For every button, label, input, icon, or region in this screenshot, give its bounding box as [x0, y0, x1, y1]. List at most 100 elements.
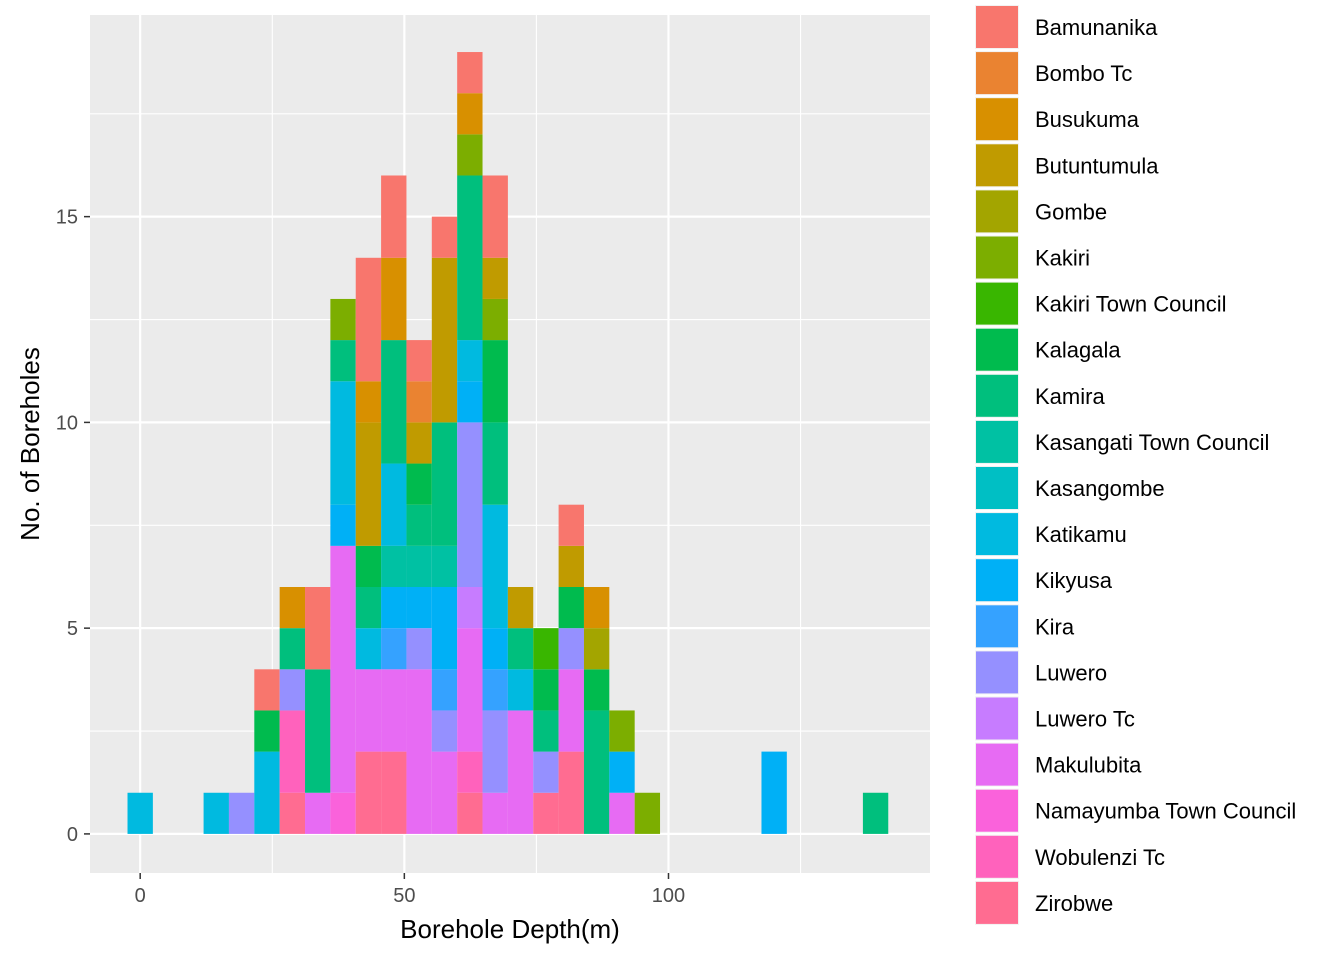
bar-segment [609, 792, 635, 834]
bar-segment [330, 340, 356, 382]
bar-segment [305, 669, 331, 793]
legend-key [976, 605, 1018, 648]
bar-segment [381, 463, 407, 546]
bar-segment [254, 710, 280, 752]
bar-segment [457, 52, 483, 94]
bar-segment [482, 669, 508, 711]
bar-segment [406, 381, 432, 423]
bar-segment [381, 587, 407, 629]
histogram-bars [127, 52, 889, 834]
bar-segment [482, 298, 508, 341]
legend-key [976, 651, 1018, 694]
bar-segment [330, 381, 356, 505]
legend-key [976, 881, 1018, 924]
legend-key [976, 789, 1018, 832]
bar-segment [558, 545, 584, 587]
bar-segment [482, 175, 508, 258]
legend-key [976, 467, 1018, 509]
bar-segment [634, 792, 661, 834]
legend-key [976, 236, 1018, 279]
bar-segment [355, 381, 382, 423]
legend-label: Kasangombe [1035, 476, 1165, 501]
bar-segment [431, 669, 458, 711]
legend-label: Bombo Tc [1035, 61, 1132, 86]
bar-segment [254, 751, 280, 834]
bar-segment [305, 792, 331, 834]
bar-segment [127, 792, 153, 834]
bar-segment [431, 751, 458, 834]
bar-segment [457, 422, 483, 587]
bar-segment [761, 751, 787, 834]
legend-label: Kalagala [1035, 338, 1121, 363]
bar-segment [406, 669, 432, 834]
bar-segment [558, 628, 584, 670]
bar-segment [381, 545, 407, 587]
bar-segment [406, 340, 432, 382]
bar-segment [330, 504, 356, 546]
bar-segment [279, 710, 306, 793]
bar-segment [431, 422, 458, 546]
legend-key [976, 52, 1018, 95]
bar-segment [583, 587, 610, 629]
bar-segment [381, 340, 407, 464]
bar-segment [533, 669, 559, 711]
legend-key [976, 420, 1018, 463]
bar-segment [609, 751, 635, 793]
bar-segment [355, 422, 382, 546]
bar-segment [279, 628, 306, 670]
bar-segment [457, 93, 483, 135]
bar-segment [406, 545, 432, 587]
legend-label: Kakiri Town Council [1035, 292, 1227, 317]
legend-key [976, 282, 1018, 325]
bar-segment [482, 628, 508, 670]
bar-segment [457, 134, 483, 176]
bar-segment [381, 751, 407, 834]
legend-key [976, 835, 1018, 878]
bar-segment [431, 587, 458, 670]
legend-label: Gombe [1035, 199, 1107, 224]
bar-segment [457, 340, 483, 382]
bar-segment [482, 257, 508, 299]
bar-segment [279, 587, 306, 629]
legend-label: Luwero Tc [1035, 707, 1135, 732]
bar-segment [583, 710, 610, 834]
bar-segment [583, 628, 610, 670]
x-tick-label: 100 [652, 885, 685, 907]
bar-segment [406, 628, 432, 670]
bar-segment [279, 669, 306, 711]
legend-key [976, 6, 1018, 48]
legend-label: Kikyusa [1035, 568, 1113, 593]
legend-label: Kira [1035, 614, 1075, 639]
bar-segment [507, 587, 534, 629]
bar-segment [254, 669, 280, 711]
bar-segment [533, 751, 559, 793]
bar-segment [406, 463, 432, 505]
bar-segment [482, 422, 508, 505]
y-axis-title: No. of Boreholes [15, 347, 45, 541]
bar-segment [355, 669, 382, 752]
bar-segment [381, 257, 407, 341]
bar-segment [381, 669, 407, 752]
bar-segment [406, 587, 432, 629]
bar-segment [431, 257, 458, 423]
bar-segment [583, 669, 610, 711]
bar-segment [558, 669, 584, 752]
bar-segment [482, 792, 508, 834]
bar-segment [507, 710, 534, 834]
legend-label: Bamunanika [1035, 15, 1158, 40]
bar-segment [533, 628, 559, 670]
bar-segment [381, 628, 407, 670]
legend-label: Luwero [1035, 660, 1107, 685]
legend-label: Wobulenzi Tc [1035, 845, 1165, 870]
bar-segment [431, 545, 458, 587]
axes: 0 50 100 0 5 10 15 [56, 207, 685, 907]
bar-segment [406, 504, 432, 546]
y-tick-label: 15 [56, 207, 78, 229]
bar-segment [203, 792, 229, 834]
bar-segment [431, 216, 458, 258]
bar-segment [355, 628, 382, 670]
legend-label: Zirobwe [1035, 891, 1113, 916]
bar-segment [330, 298, 356, 341]
legend: Bamunanika Bombo Tc Busukuma Butuntumula Gom… [975, 5, 1296, 925]
